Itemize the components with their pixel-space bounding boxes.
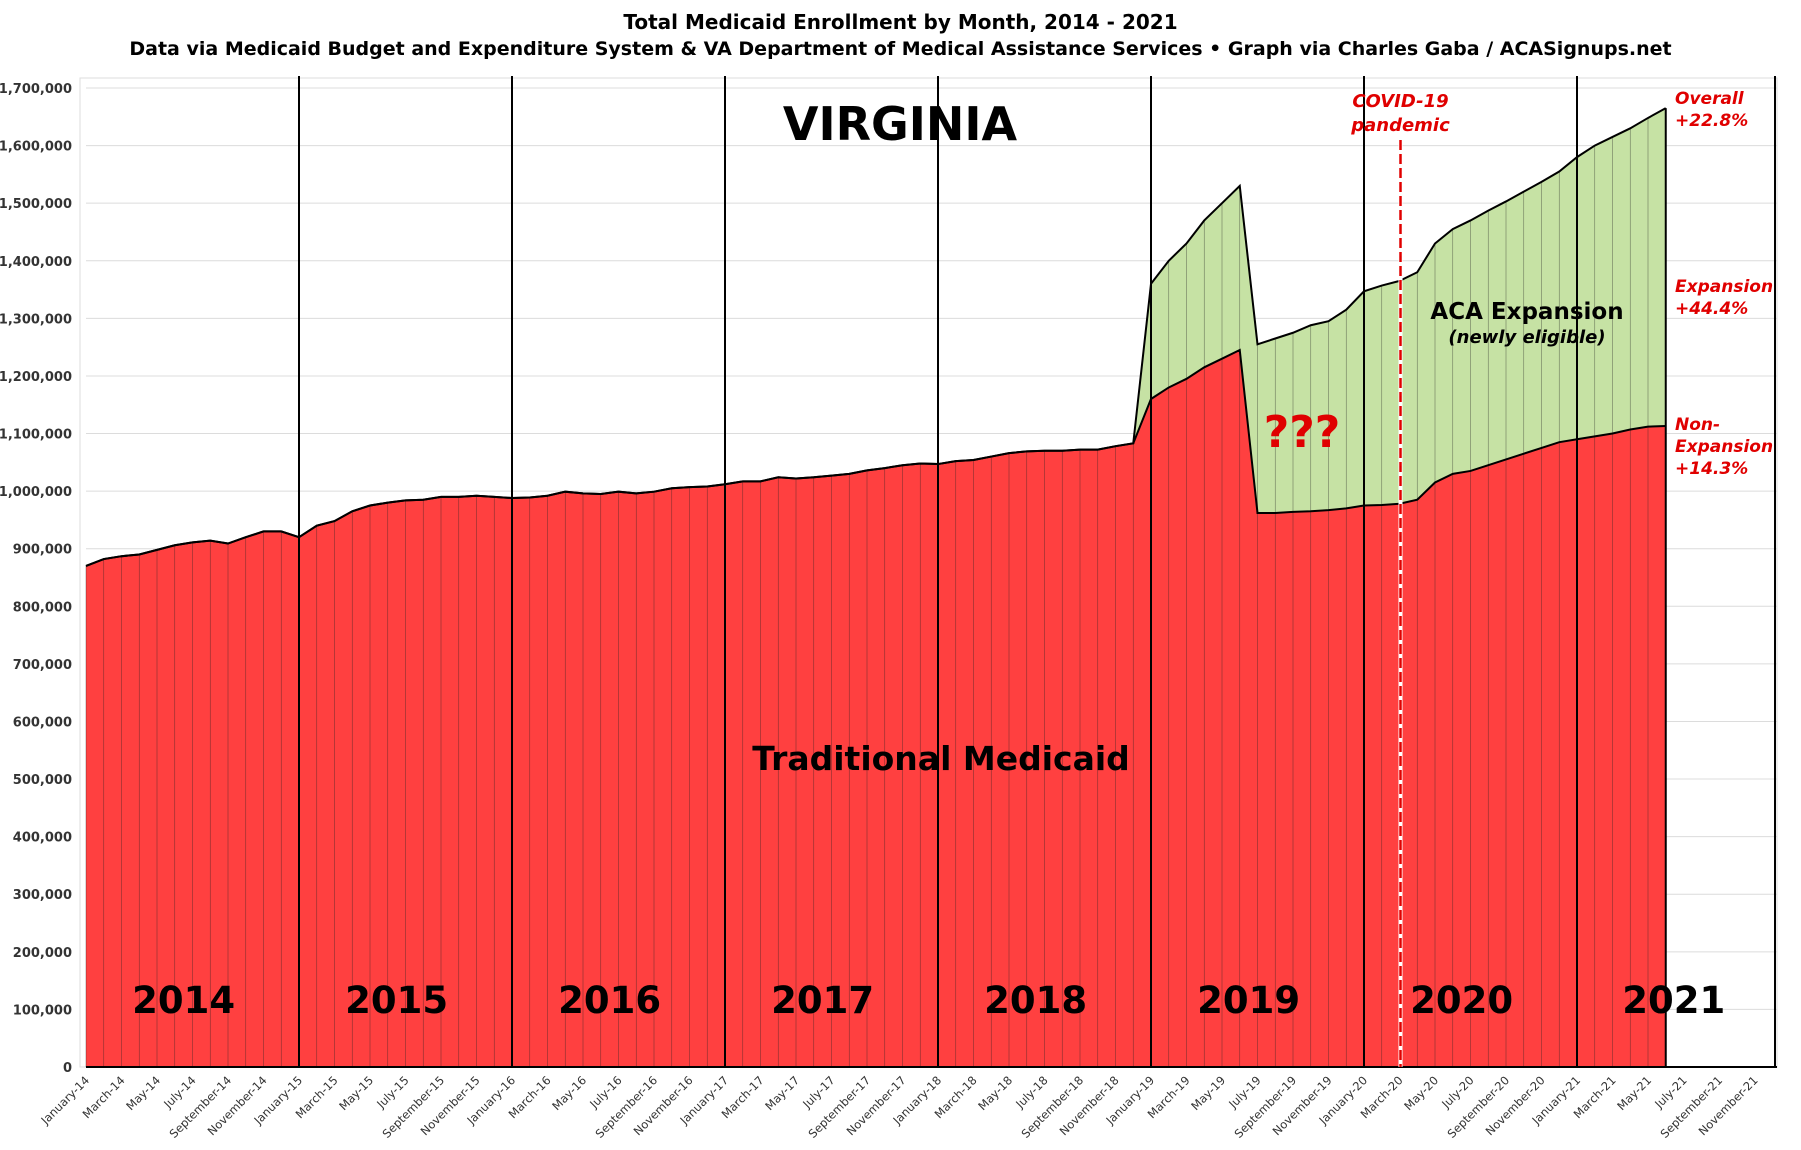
y-tick-label: 300,000 [13,888,72,903]
y-tick-label: 1,400,000 [0,255,72,270]
year-label: 2014 [132,979,235,1022]
x-tick-label: May-19 [1188,1073,1228,1113]
covid-label: pandemic [1350,115,1450,136]
y-tick-label: 900,000 [13,543,72,558]
state-label: VIRGINIA [783,97,1018,151]
x-tick-label: September-21 [1658,1073,1726,1141]
year-label: 2018 [984,979,1087,1022]
y-tick-label: 1,600,000 [0,140,72,155]
traditional-label: Traditional Medicaid [752,739,1130,778]
y-tick-label: 600,000 [13,715,72,730]
x-tick-label: September-20 [1445,1073,1513,1141]
right-annotation: Expansion [1675,277,1773,297]
year-label: 2017 [771,979,874,1022]
x-tick-label: September-19 [1232,1073,1300,1141]
expansion-label: ACA Expansion [1430,299,1623,325]
y-tick-label: 1,100,000 [0,428,72,443]
y-tick-label: 0 [63,1061,72,1076]
year-label: 2016 [558,979,661,1022]
y-tick-label: 100,000 [13,1003,72,1018]
y-tick-label: 1,200,000 [0,370,72,385]
x-tick-label: September-17 [806,1073,874,1141]
y-tick-label: 800,000 [13,600,72,615]
y-tick-label: 200,000 [13,946,72,961]
series-expansion-area [86,108,1666,566]
year-label: 2015 [345,979,448,1022]
y-tick-label: 1,300,000 [0,312,72,327]
y-tick-label: 1,000,000 [0,485,72,500]
question-label: ??? [1264,407,1341,458]
x-tick-label: September-15 [380,1073,448,1141]
year-label: 2019 [1197,979,1300,1022]
y-tick-label: 700,000 [13,658,72,673]
x-tick-label: May-16 [549,1073,589,1113]
right-annotation: +22.8% [1675,111,1748,131]
series-traditional-area [86,350,1666,1067]
y-tick-label: 1,700,000 [0,82,72,97]
expansion-sublabel: (newly eligible) [1448,327,1605,348]
x-tick-label: May-18 [975,1073,1015,1113]
chart-title: Total Medicaid Enrollment by Month, 2014… [623,10,1178,34]
x-tick-label: September-18 [1019,1073,1087,1141]
right-annotation: +14.3% [1675,459,1748,479]
right-annotation: Overall [1675,89,1745,109]
x-tick-label: May-15 [336,1073,376,1113]
year-label: 2021 [1622,979,1725,1022]
x-tick-label: May-21 [1614,1073,1654,1113]
right-annotation: Expansion [1675,437,1773,457]
right-annotation: Non- [1675,415,1720,435]
y-tick-label: 1,500,000 [0,197,72,212]
year-label: 2020 [1410,979,1513,1022]
x-tick-label: September-14 [167,1073,235,1141]
x-tick-label: May-20 [1401,1073,1441,1113]
covid-label: COVID-19 [1352,91,1448,112]
y-tick-label: 400,000 [13,831,72,846]
x-tick-label: May-14 [123,1073,163,1113]
x-tick-label: January-14 [38,1073,93,1128]
chart-subtitle: Data via Medicaid Budget and Expenditure… [129,38,1672,60]
x-tick-label: May-17 [762,1073,802,1113]
right-annotation: +44.4% [1675,299,1748,319]
x-tick-label: September-16 [593,1073,661,1141]
y-tick-label: 500,000 [13,773,72,788]
